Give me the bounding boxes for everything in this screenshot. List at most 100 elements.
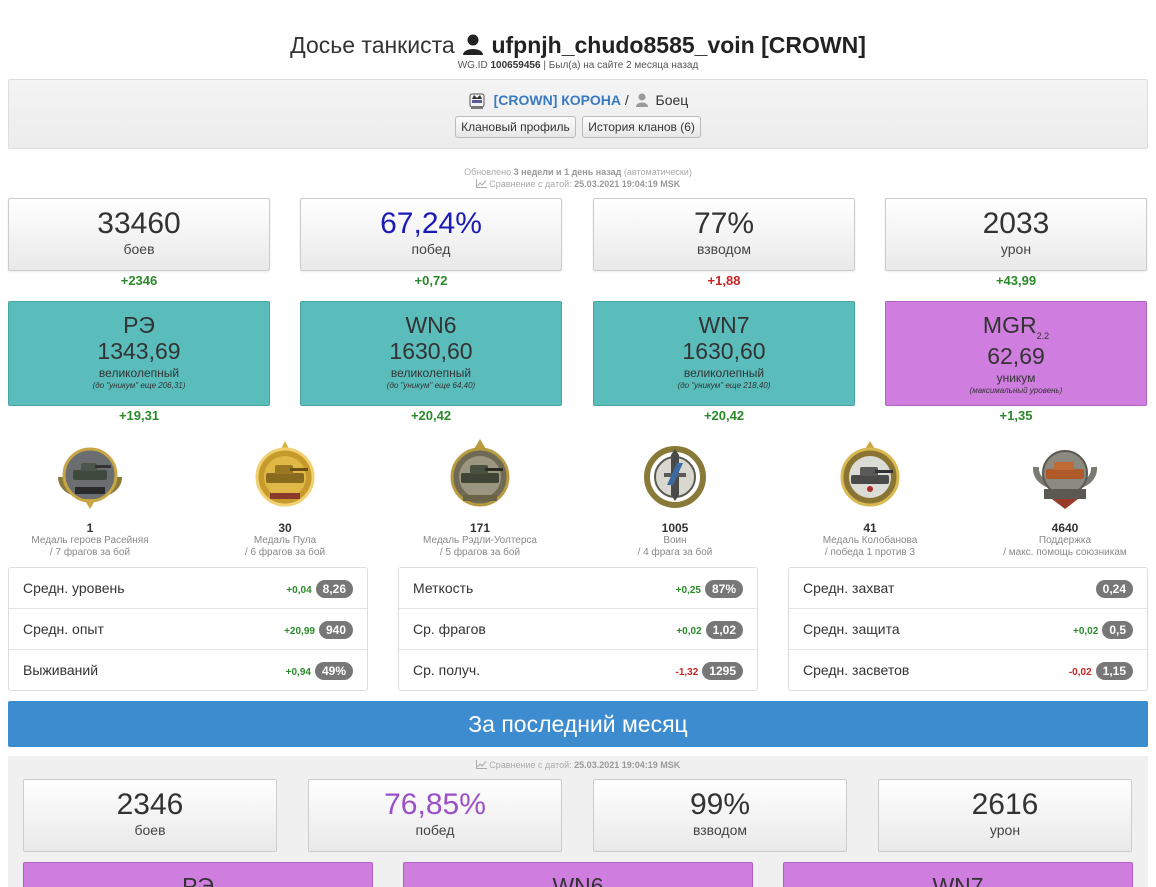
detail-badge: 0,24 (1095, 580, 1133, 598)
month-wins-label: побед (415, 822, 455, 838)
medal-item[interactable]: 1005 Воин / 4 фрага за бой (590, 437, 760, 559)
medal-item[interactable]: 1 Медаль героев Расейняя / 7 фрагов за б… (5, 437, 175, 559)
detail-delta: +0,02 (1073, 626, 1099, 637)
battles-delta: +2346 (120, 273, 158, 288)
compare-prefix: Сравнение с датой: (489, 179, 572, 189)
battles-value: 33460 (97, 207, 181, 240)
rating-note: (до "уникум" еще 64,40) (386, 381, 476, 390)
chart-icon (475, 179, 487, 188)
clan-panel: [CROWN] КОРОНА / Боец Клановый профиль И… (8, 79, 1148, 149)
damage-label: урон (1000, 241, 1032, 257)
rating-version: 2.2 (1036, 331, 1050, 341)
wins-card: 67,24% побед (300, 198, 562, 271)
platoon-delta: +1,88 (707, 273, 741, 288)
list-item: Меткость +0,25 87% (399, 568, 757, 609)
month-battles-value: 2346 (116, 788, 184, 821)
medal-item[interactable]: 41 Медаль Колобанова / победа 1 против 3 (785, 437, 955, 559)
rating-card-wn7: WN7 1630,60 великолепный (до "уникум" ещ… (593, 301, 855, 406)
update-info: Обновлено 3 недели и 1 день назад (автом… (0, 166, 1156, 190)
rating-card-mgr: MGR2.2 62,69 уникум (максимальный уровен… (885, 301, 1147, 406)
detail-badge: 49% (314, 662, 353, 680)
month-section-title: За последний месяц (8, 701, 1148, 747)
battles-card: 33460 боев (8, 198, 270, 271)
rating-grade: великолепный (683, 366, 765, 380)
username: ufpnjh_chudo8585_voin [CROWN] (491, 32, 866, 58)
list-item: Средн. защита +0,02 0,5 (789, 609, 1147, 650)
medal-count: 171 (469, 521, 491, 535)
detail-delta: -0,02 (1068, 667, 1092, 678)
rating-note: (до "уникум" еще 206,31) (92, 381, 186, 390)
damage-delta: +43,99 (995, 273, 1037, 288)
detail-badge: 87% (704, 580, 743, 598)
details-list-2: Меткость +0,25 87% Ср. фрагов +0,02 1,02 С… (398, 567, 758, 691)
rating-delta-re: +19,31 (118, 408, 160, 423)
rating-value: 1630,60 (389, 338, 473, 364)
medal-count: 1005 (661, 521, 689, 535)
list-item: Выживаний +0,94 49% (9, 650, 367, 691)
medal-count: 41 (863, 521, 877, 535)
detail-delta: +20,99 (284, 626, 315, 637)
page-title: Досье танкиста ufpnjh_chudo8585_voin [CR… (0, 30, 1156, 60)
medal-name: Медаль Рэдли-Уолтерса (423, 535, 537, 546)
rating-name: WN6 (405, 312, 457, 338)
rating-delta-wn6: +20,42 (410, 408, 452, 423)
medal-item[interactable]: 30 Медаль Пула / 6 фрагов за бой (200, 437, 370, 559)
clan-emblem-icon (469, 93, 485, 109)
list-item: Ср. фрагов +0,02 1,02 (399, 609, 757, 650)
last-seen: | Был(а) на сайте 2 месяца назад (543, 60, 699, 71)
detail-delta: +0,02 (676, 626, 702, 637)
medal-desc: / 6 фрагов за бой (244, 547, 326, 558)
detail-badge: 0,5 (1102, 621, 1133, 639)
month-rating-card-wn7: WN7 (783, 862, 1133, 887)
updated-prefix: Обновлено (464, 167, 512, 177)
month-section: Сравнение с датой: 25.03.2021 19:04:19 M… (8, 756, 1148, 887)
month-platoon-card: 99% взводом (593, 779, 847, 852)
clan-separator: / (624, 92, 629, 108)
rank-icon (635, 93, 648, 107)
month-damage-label: урон (989, 822, 1021, 838)
medal-desc: / 5 фрагов за бой (439, 547, 521, 558)
clan-name-link[interactable]: [CROWN] КОРОНА (493, 92, 621, 108)
medal-item[interactable]: 4640 Поддержка / макс. помощь союзникам (980, 437, 1150, 559)
clan-profile-button[interactable]: Клановый профиль (455, 116, 576, 138)
detail-label: Средн. защита (803, 621, 900, 637)
detail-delta: +0,94 (285, 667, 311, 678)
rating-name-text: MGR (982, 312, 1037, 338)
month-battles-label: боев (134, 822, 166, 838)
support-medal-icon (1033, 450, 1097, 509)
medal-count: 30 (278, 521, 292, 535)
rating-name: MGR2.2 (886, 312, 1146, 343)
clan-history-button[interactable]: История кланов (6) (582, 116, 701, 138)
platoon-label: взводом (696, 241, 752, 257)
medal-item[interactable]: 171 Медаль Рэдли-Уолтерса / 5 фрагов за … (395, 437, 565, 559)
medal-name: Медаль Колобанова (822, 535, 918, 546)
detail-label: Ср. фрагов (413, 621, 486, 637)
rating-value: 62,69 (987, 343, 1045, 369)
month-battles-card: 2346 боев (23, 779, 277, 852)
rating-name: WN7 (698, 312, 750, 338)
rating-name: РЭ (123, 312, 155, 338)
page-header: Досье танкиста ufpnjh_chudo8585_voin [CR… (0, 30, 1156, 72)
detail-badge: 8,26 (315, 580, 353, 598)
detail-label: Средн. уровень (23, 580, 125, 596)
detail-badge: 1,02 (705, 621, 743, 639)
month-platoon-label: взводом (692, 822, 748, 838)
title-prefix: Досье танкиста (290, 32, 455, 58)
rating-delta-mgr: +1,35 (999, 408, 1033, 423)
month-wins-value: 76,85% (384, 788, 486, 821)
warrior-medal-icon (644, 446, 706, 508)
list-item: Ср. получ. -1,32 1295 (399, 650, 757, 691)
platoon-card: 77% взводом (593, 198, 855, 271)
month-compare-info: Сравнение с датой: 25.03.2021 19:04:19 M… (8, 759, 1148, 771)
detail-badge: 940 (318, 621, 353, 639)
details-list-1: Средн. уровень +0,04 8,26 Средн. опыт +20… (8, 567, 368, 691)
damage-card: 2033 урон (885, 198, 1147, 271)
pool-medal-icon (255, 441, 315, 507)
account-info: WG.ID 100659456 | Был(а) на сайте 2 меся… (0, 60, 1156, 72)
medal-name: Медаль Пула (253, 535, 317, 546)
platoon-value: 77% (693, 207, 755, 240)
detail-delta: +0,25 (675, 585, 701, 596)
wins-label: побед (411, 241, 451, 257)
rating-value: 1343,69 (97, 338, 181, 364)
month-compare-date: 25.03.2021 19:04:19 MSK (574, 760, 681, 770)
